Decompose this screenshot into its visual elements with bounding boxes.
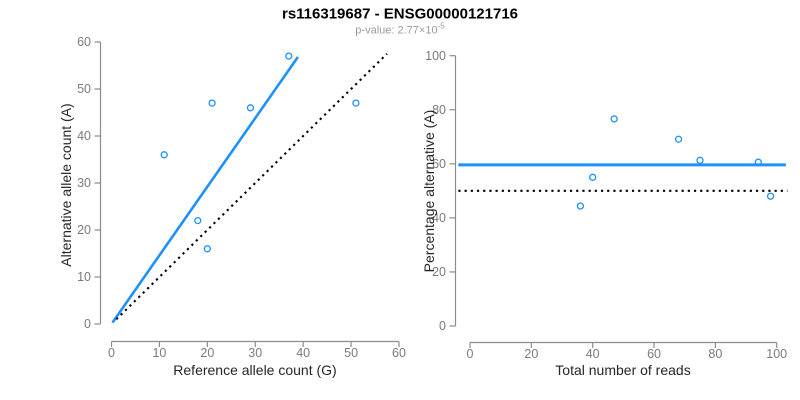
y-tick-label: 10 (77, 270, 91, 284)
panel-0: 0 10 20 30 40 50 60 0 10 20 30 40 50 60 (77, 35, 406, 360)
y-tick-label: 0 (84, 317, 91, 331)
data-point (208, 99, 216, 107)
y-tick-label: 30 (77, 176, 91, 190)
y-axis: 0 20 40 60 80 100 (425, 49, 457, 333)
x-tick-label: 40 (296, 346, 310, 360)
y-tick-label: 20 (432, 265, 446, 279)
right-xaxis-title: Total number of reads (555, 362, 691, 378)
x-tick-label: 60 (647, 347, 661, 361)
y-tick-label: 40 (77, 129, 91, 143)
data-points (576, 115, 775, 210)
pvalue-subtitle: p-value: 2.77×10-5 (355, 22, 444, 37)
panel-1: 0 20 40 60 80 100 0 20 40 60 80 100 (425, 49, 788, 361)
x-tick-label: 20 (200, 346, 214, 360)
x-axis: 0 20 40 60 80 100 (467, 341, 787, 361)
data-point (589, 173, 597, 181)
left-xaxis-title: Reference allele count (G) (173, 362, 337, 378)
x-tick-label: 0 (467, 347, 474, 361)
y-tick-label: 0 (439, 319, 446, 333)
data-point (696, 156, 704, 164)
x-tick-label: 100 (766, 347, 787, 361)
data-point (160, 151, 168, 159)
data-point (194, 216, 202, 225)
x-tick-label: 10 (152, 346, 166, 360)
data-points (160, 52, 360, 253)
y-tick-label: 20 (77, 223, 91, 237)
x-tick-label: 30 (248, 346, 262, 360)
right-yaxis-title: Percentage alternative (A) (421, 109, 437, 273)
data-point (203, 245, 211, 253)
page-title: rs116319687 - ENSG00000121716 (281, 5, 519, 23)
pvalue-text: p-value: 2.77×10 (355, 24, 438, 37)
y-tick-label: 60 (432, 157, 446, 171)
identity-line (115, 53, 388, 321)
data-point (352, 99, 360, 107)
y-tick-label: 100 (425, 49, 446, 63)
pvalue-exponent: -5 (437, 21, 445, 31)
y-tick-label: 80 (432, 103, 446, 117)
data-point (766, 192, 775, 200)
data-point (246, 104, 255, 112)
y-tick-label: 50 (77, 82, 91, 96)
data-point (674, 135, 683, 143)
fit-line (111, 56, 299, 324)
data-point (610, 115, 618, 123)
left-yaxis-title: Alternative allele count (A) (58, 103, 74, 267)
data-point (576, 202, 585, 210)
x-axis: 0 10 20 30 40 50 60 (108, 340, 406, 360)
x-tick-label: 60 (392, 346, 406, 360)
data-point (285, 52, 293, 60)
x-tick-label: 20 (524, 347, 538, 361)
y-axis: 0 10 20 30 40 50 60 (77, 35, 102, 331)
x-tick-label: 40 (586, 347, 600, 361)
y-tick-label: 40 (432, 211, 446, 225)
x-tick-label: 80 (708, 347, 722, 361)
data-point (754, 158, 762, 166)
x-tick-label: 0 (108, 346, 115, 360)
x-tick-label: 50 (344, 346, 358, 360)
y-tick-label: 60 (77, 35, 91, 49)
